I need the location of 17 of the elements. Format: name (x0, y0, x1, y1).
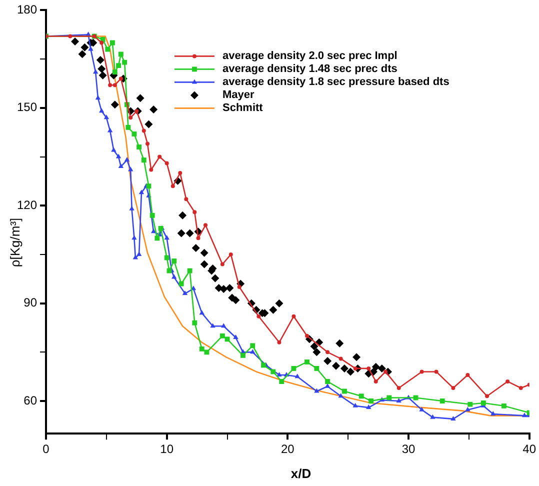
x-tick-label: 0 (42, 442, 50, 456)
x-tick-label: 30 (402, 442, 416, 456)
y-tick-label: 60 (24, 393, 38, 408)
x-tick-label: 40 (522, 442, 536, 456)
y-tick-label: 180 (16, 2, 38, 17)
x-tick-label: 20 (280, 442, 295, 456)
y-axis-title: ρ[Kg/m³] (8, 218, 22, 268)
legend-label: average density 2.0 sec prec Impl (222, 50, 398, 62)
x-axis-title: x/D (290, 466, 312, 481)
y-tick-label: 90 (24, 296, 38, 310)
legend-label: average density 1.8 sec pressure based dts (222, 76, 450, 88)
x-tick-label: 10 (160, 442, 174, 456)
y-tick-label: 150 (16, 100, 38, 114)
y-tick-label: 120 (16, 198, 38, 212)
legend-label: average density 1.48 sec prec dts (222, 63, 398, 76)
legend-label: Mayer (222, 89, 255, 102)
legend-label: Schmitt (222, 102, 264, 114)
